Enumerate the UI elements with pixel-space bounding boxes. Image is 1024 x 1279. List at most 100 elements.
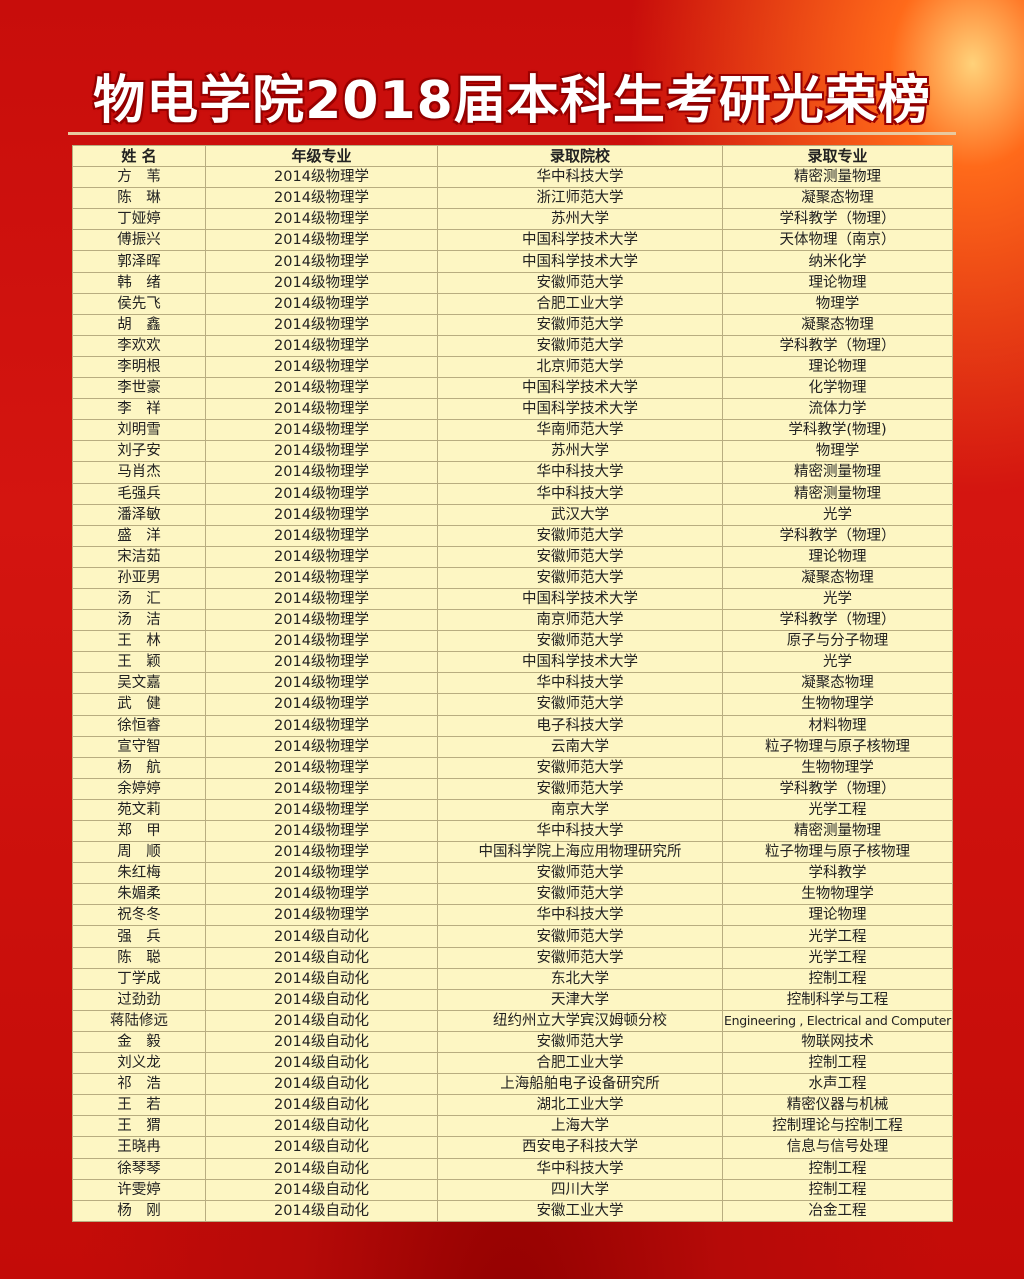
table-row: 毛强兵 2014级物理学 华中科技大学 精密测量物理 (72, 482, 953, 505)
cell-admitted-major: 精密测量物理 (722, 166, 953, 189)
cell-admitted-school: 安徽师范大学 (437, 313, 723, 336)
cell-admitted-major: 生物物理学 (722, 883, 953, 906)
cell-name: 陈 琳 (72, 187, 206, 210)
cell-admitted-school: 上海大学 (437, 1115, 723, 1138)
table-row: 陈 聪 2014级自动化 安徽师范大学 光学工程 (72, 946, 953, 969)
cell-admitted-school: 上海船舶电子设备研究所 (437, 1073, 723, 1096)
cell-name: 周 顺 (72, 841, 206, 864)
cell-admitted-major: 光学 (722, 503, 953, 526)
cell-admitted-school: 电子科技大学 (437, 714, 723, 737)
cell-admitted-school: 中国科学技术大学 (437, 250, 723, 273)
cell-name: 祝冬冬 (72, 904, 206, 927)
cell-admitted-school: 天津大学 (437, 988, 723, 1011)
cell-name: 朱媚柔 (72, 883, 206, 906)
table-row: 马肖杰 2014级物理学 华中科技大学 精密测量物理 (72, 461, 953, 484)
cell-admitted-school: 四川大学 (437, 1178, 723, 1201)
cell-name: 郭泽晖 (72, 250, 206, 273)
cell-name: 苑文莉 (72, 798, 206, 822)
cell-admitted-school: 安徽师范大学 (437, 862, 723, 885)
table-row: 王晓冉 2014级自动化 西安电子科技大学 信息与信号处理 (72, 1136, 953, 1159)
cell-admitted-major: 控制工程 (722, 1157, 953, 1180)
cell-admitted-major: 理论物理 (722, 545, 953, 568)
table-row: 朱媚柔 2014级物理学 安徽师范大学 生物物理学 (72, 883, 953, 906)
cell-admitted-major: 物理学 (722, 440, 953, 463)
cell-admitted-major: 化学物理 (722, 377, 953, 400)
cell-admitted-school: 安徽师范大学 (437, 883, 723, 906)
cell-admitted-school: 东北大学 (437, 967, 723, 990)
table-row: 孙亚男 2014级物理学 安徽师范大学 凝聚态物理 (72, 566, 953, 589)
title-divider (68, 132, 956, 135)
cell-name: 刘义龙 (72, 1052, 206, 1075)
cell-grade-major: 2014级自动化 (205, 1073, 438, 1096)
cell-admitted-major: 材料物理 (722, 714, 953, 737)
cell-name: 许雯婷 (72, 1178, 206, 1201)
table-row: 李明根 2014级物理学 北京师范大学 理论物理 (72, 355, 953, 379)
cell-name: 刘子安 (72, 440, 206, 463)
table-row: 杨 刚 2014级自动化 安徽工业大学 冶金工程 (72, 1199, 953, 1222)
cell-admitted-major: 物理学 (722, 292, 953, 315)
cell-admitted-school: 合肥工业大学 (437, 1052, 723, 1075)
cell-admitted-school: 安徽师范大学 (437, 756, 723, 779)
cell-grade-major: 2014级自动化 (205, 1052, 438, 1075)
cell-admitted-school: 华中科技大学 (437, 819, 723, 843)
cell-admitted-school: 安徽师范大学 (437, 334, 723, 357)
cell-name: 汤 汇 (72, 587, 206, 611)
table-row: 丁学成 2014级自动化 东北大学 控制工程 (72, 967, 953, 990)
cell-admitted-major: 学科教学(物理) (722, 419, 953, 442)
table-row: 潘泽敏 2014级物理学 武汉大学 光学 (72, 503, 953, 526)
cell-name: 李世豪 (72, 377, 206, 400)
cell-name: 马肖杰 (72, 461, 206, 484)
cell-grade-major: 2014级自动化 (205, 1009, 438, 1032)
cell-admitted-major: 学科教学 (722, 862, 953, 885)
table-row: 刘义龙 2014级自动化 合肥工业大学 控制工程 (72, 1052, 953, 1075)
cell-name: 武 健 (72, 693, 206, 716)
cell-name: 余婷婷 (72, 777, 206, 800)
table-row: 过劲劲 2014级自动化 天津大学 控制科学与工程 (72, 988, 953, 1011)
cell-admitted-major: 光学 (722, 587, 953, 611)
table-row: 李世豪 2014级物理学 中国科学技术大学 化学物理 (72, 377, 953, 400)
cell-admitted-school: 云南大学 (437, 735, 723, 758)
cell-admitted-major: 冶金工程 (722, 1199, 953, 1222)
cell-grade-major: 2014级物理学 (205, 419, 438, 442)
admission-table: 姓 名年级专业 录取院校 录取专业 方 苇 2014级物理学 华中科技大学 精密测量物理陈… (72, 144, 953, 1222)
cell-admitted-school: 中国科学技术大学 (437, 377, 723, 400)
cell-grade-major: 2014级物理学 (205, 503, 438, 526)
table-row: 苑文莉 2014级物理学 南京大学 光学工程 (72, 798, 953, 822)
table-row: 刘子安 2014级物理学 苏州大学 物理学 (72, 440, 953, 463)
cell-grade-major: 2014级物理学 (205, 334, 438, 357)
cell-admitted-school: 西安电子科技大学 (437, 1136, 723, 1159)
cell-admitted-major: 纳米化学 (722, 250, 953, 273)
cell-admitted-school: 华中科技大学 (437, 672, 723, 695)
cell-name: 王 颖 (72, 651, 206, 674)
cell-name: 方 苇 (72, 166, 206, 189)
cell-admitted-major: 学科教学（物理） (722, 609, 953, 632)
cell-grade-major: 2014级物理学 (205, 482, 438, 505)
cell-admitted-major: 控制工程 (722, 967, 953, 990)
cell-admitted-major: 光学 (722, 651, 953, 674)
cell-name: 过劲劲 (72, 988, 206, 1011)
cell-admitted-school: 安徽师范大学 (437, 777, 723, 800)
cell-grade-major: 2014级物理学 (205, 756, 438, 779)
cell-grade-major: 2014级自动化 (205, 1157, 438, 1180)
cell-grade-major: 2014级物理学 (205, 524, 438, 547)
cell-grade-major: 2014级物理学 (205, 672, 438, 695)
cell-admitted-school: 安徽师范大学 (437, 1030, 723, 1054)
cell-admitted-school: 安徽师范大学 (437, 630, 723, 653)
table-row: 盛 洋 2014级物理学 安徽师范大学 学科教学（物理） (72, 524, 953, 547)
cell-admitted-school: 浙江师范大学 (437, 187, 723, 210)
cell-grade-major: 2014级物理学 (205, 904, 438, 927)
table-row: 宣守智 2014级物理学 云南大学 粒子物理与原子核物理 (72, 735, 953, 758)
cell-admitted-major: 凝聚态物理 (722, 566, 953, 589)
cell-admitted-school: 安徽师范大学 (437, 693, 723, 716)
cell-admitted-major: 光学工程 (722, 798, 953, 822)
cell-name: 宋洁茹 (72, 545, 206, 568)
cell-grade-major: 2014级物理学 (205, 609, 438, 632)
cell-name: 金 毅 (72, 1030, 206, 1054)
cell-grade-major: 2014级物理学 (205, 651, 438, 674)
cell-grade-major: 2014级物理学 (205, 313, 438, 336)
cell-admitted-school: 安徽师范大学 (437, 524, 723, 547)
table-row: 汤 汇 2014级物理学 中国科学技术大学 光学 (72, 587, 953, 611)
header-name: 姓 名 (72, 144, 206, 168)
cell-admitted-major: 凝聚态物理 (722, 672, 953, 695)
table-row: 王 颖 2014级物理学 中国科学技术大学 光学 (72, 651, 953, 674)
